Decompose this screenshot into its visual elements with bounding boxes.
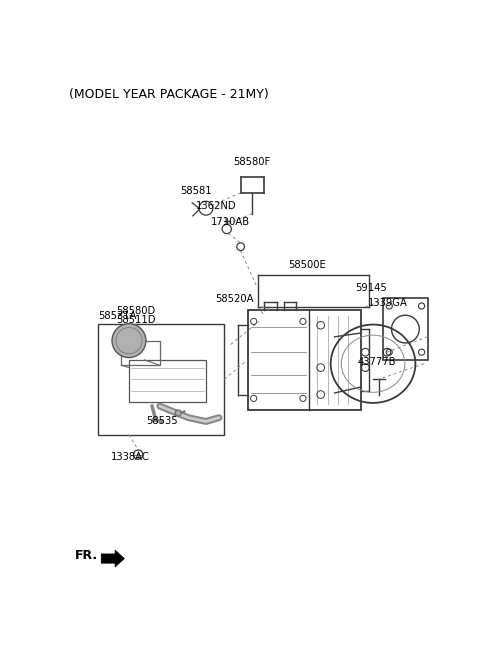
Text: 58531A: 58531A	[98, 311, 137, 321]
Text: 1338AC: 1338AC	[111, 452, 150, 463]
Text: FR.: FR.	[75, 549, 98, 562]
Polygon shape	[101, 550, 124, 567]
Text: 58535: 58535	[146, 416, 178, 426]
Circle shape	[112, 324, 146, 357]
Text: 59145: 59145	[355, 283, 387, 293]
Text: 58520A: 58520A	[215, 294, 254, 304]
Circle shape	[175, 410, 181, 416]
Bar	[248, 310, 361, 410]
Text: 43777B: 43777B	[358, 357, 396, 367]
Text: 58581: 58581	[180, 186, 212, 196]
Text: 58580F: 58580F	[234, 158, 271, 168]
Bar	[383, 298, 428, 360]
Text: 1339GA: 1339GA	[368, 298, 408, 307]
Text: 1362ND: 1362ND	[196, 201, 237, 212]
Text: 58500E: 58500E	[288, 260, 326, 270]
Bar	[121, 340, 160, 365]
Text: 58580D: 58580D	[117, 306, 156, 316]
Bar	[98, 324, 225, 434]
Text: 1710AB: 1710AB	[211, 217, 251, 227]
Bar	[129, 360, 206, 402]
Text: 58511D: 58511D	[117, 315, 156, 325]
Text: (MODEL YEAR PACKAGE - 21MY): (MODEL YEAR PACKAGE - 21MY)	[69, 88, 269, 101]
